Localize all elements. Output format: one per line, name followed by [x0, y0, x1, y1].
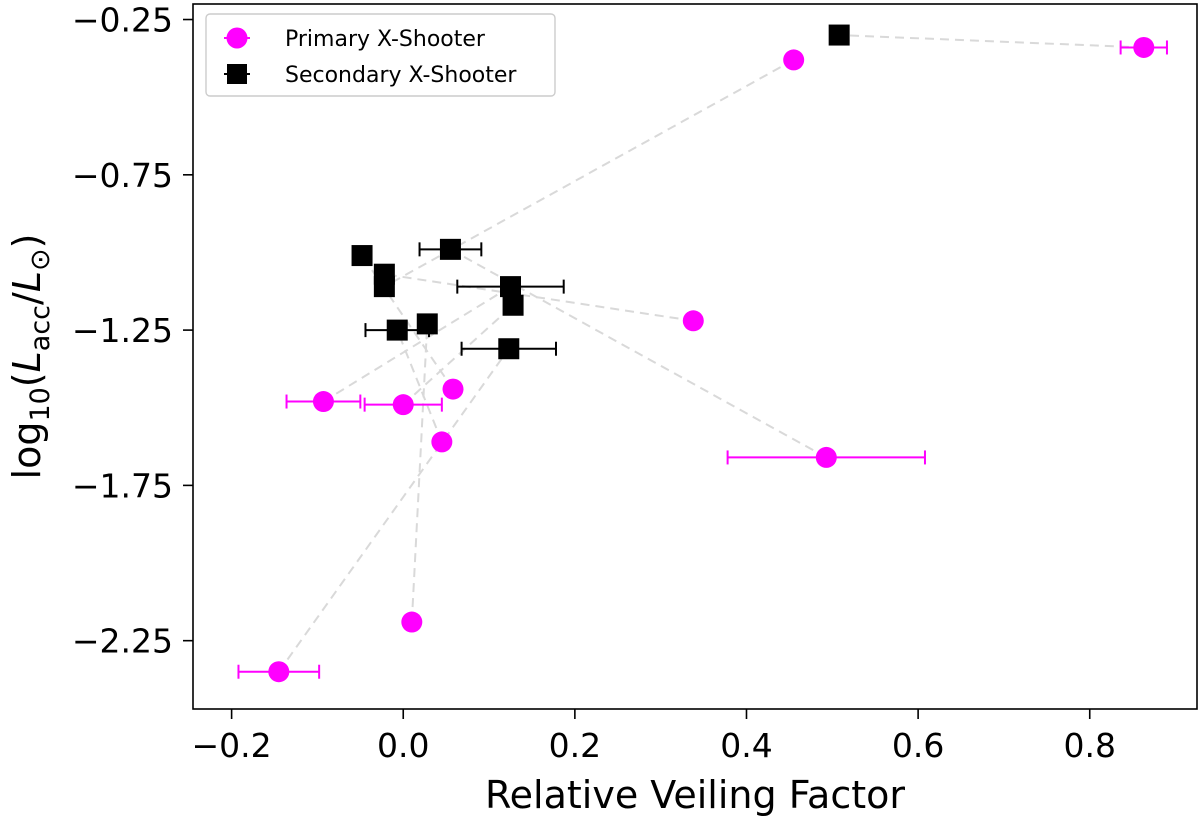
- secondary-point: [386, 319, 408, 341]
- x-tick-label: 0.6: [892, 726, 944, 765]
- secondary-point: [351, 245, 373, 267]
- y-tick-label: −2.25: [72, 622, 173, 661]
- primary-point: [783, 49, 805, 71]
- primary-point: [682, 310, 704, 332]
- primary-point: [815, 446, 837, 468]
- connector-lines: [277, 34, 1144, 673]
- primary-point: [1133, 36, 1155, 58]
- x-tick-label: 0.0: [377, 726, 429, 765]
- secondary-point: [439, 238, 461, 260]
- legend-secondary-label: Secondary X-Shooter: [285, 63, 517, 88]
- y-label-ref: L: [5, 271, 49, 292]
- primary-point: [312, 391, 334, 413]
- y-label-prefix-sub: 10: [25, 387, 56, 421]
- secondary-point: [498, 338, 520, 360]
- y-tick-label: −1.75: [72, 466, 173, 505]
- error-bars: [237, 40, 1168, 679]
- primary-point: [268, 661, 290, 683]
- secondary-point: [373, 276, 395, 298]
- y-tick-label: −1.25: [72, 311, 173, 350]
- y-tick-label: −0.25: [72, 1, 173, 40]
- x-axis-label: Relative Veiling Factor: [485, 773, 905, 817]
- y-axis-ticks: −0.25 −0.75 −1.25 −1.75 −2.25: [72, 1, 193, 661]
- connector-line: [402, 304, 514, 406]
- y-tick-label: −0.75: [72, 156, 173, 195]
- x-tick-label: 0.8: [1063, 726, 1115, 765]
- connector-line: [322, 285, 512, 403]
- x-tick-label: 0.4: [720, 726, 772, 765]
- connector-line: [383, 59, 795, 288]
- y-label-prefix: log: [5, 422, 49, 480]
- x-tick-label: −0.2: [192, 726, 272, 765]
- secondary-point: [828, 24, 850, 46]
- connector-line: [410, 323, 429, 623]
- x-axis-ticks: −0.2 0.0 0.2 0.4 0.6 0.8: [192, 709, 1116, 765]
- legend: Primary X-Shooter Secondary X-Shooter: [205, 13, 556, 97]
- legend-primary-marker: [226, 27, 248, 49]
- primary-point: [401, 611, 423, 633]
- connector-line: [396, 329, 443, 443]
- connector-line: [384, 273, 694, 322]
- y-axis-label: log10(Lacc/L⊙): [5, 234, 56, 480]
- x-tick-label: 0.2: [549, 726, 601, 765]
- y-label-ref-sub: ⊙: [25, 248, 56, 271]
- legend-primary-label: Primary X-Shooter: [285, 27, 486, 52]
- data-markers: [268, 24, 1155, 683]
- y-label-var: L: [5, 351, 49, 372]
- secondary-point: [416, 313, 438, 335]
- legend-box: [205, 13, 556, 97]
- legend-secondary-marker: [227, 64, 247, 84]
- primary-point: [442, 378, 464, 400]
- primary-point: [392, 394, 414, 416]
- connector-line: [277, 348, 510, 673]
- secondary-point: [502, 294, 524, 316]
- y-label-var-sub: acc: [25, 305, 56, 351]
- connector-line: [449, 248, 827, 459]
- primary-point: [431, 431, 453, 453]
- connector-line: [839, 34, 1144, 49]
- plot-area-frame: [192, 3, 1198, 710]
- secondary-point: [500, 276, 522, 298]
